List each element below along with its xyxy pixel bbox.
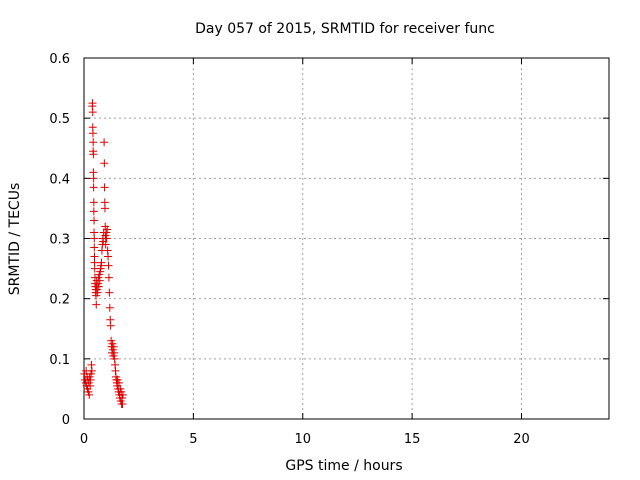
- y-tick-label: 0.2: [49, 293, 70, 308]
- data-point: [100, 138, 109, 147]
- x-axis-label: GPS time / hours: [285, 458, 402, 474]
- data-point: [105, 288, 114, 297]
- data-point: [115, 378, 123, 387]
- data-point: [89, 183, 98, 192]
- data-point: [89, 150, 98, 159]
- data-point: [89, 138, 98, 147]
- y-tick-label: 0.4: [49, 172, 70, 187]
- y-tick-label: 0.3: [49, 233, 70, 248]
- data-point: [92, 300, 101, 309]
- data-point: [89, 207, 98, 216]
- data-point: [104, 252, 113, 261]
- y-tick-label: 0.6: [49, 52, 70, 67]
- data-point: [93, 288, 102, 297]
- data-point: [104, 261, 113, 270]
- chart-title: Day 057 of 2015, SRMTID for receiver fun…: [195, 21, 495, 37]
- data-point: [88, 99, 97, 108]
- x-tick-label: 15: [404, 432, 421, 447]
- data-point: [90, 216, 99, 225]
- data-point: [118, 390, 127, 399]
- x-tick-label: 10: [294, 432, 311, 447]
- data-point: [105, 303, 114, 312]
- data-point: [94, 282, 103, 291]
- data-point: [88, 108, 97, 117]
- data-point: [103, 225, 112, 234]
- data-point: [106, 321, 115, 330]
- grid-lines: [84, 58, 609, 419]
- data-point: [90, 243, 99, 252]
- x-tick-label: 20: [513, 432, 530, 447]
- data-point: [90, 234, 99, 243]
- y-tick-label: 0.5: [49, 112, 70, 127]
- axis-ticks: 0 0.1 0.2 0.3 0.4 0.5 0.6 0 5 10 15 20: [49, 52, 609, 447]
- data-point: [87, 366, 96, 375]
- y-axis-label: SRMTID / TECUs: [7, 183, 23, 296]
- data-point: [100, 183, 109, 192]
- x-tick-label: 0: [80, 432, 88, 447]
- x-tick-label: 5: [189, 432, 197, 447]
- y-tick-label: 0.1: [49, 353, 70, 368]
- data-point: [102, 234, 111, 243]
- y-tick-label: 0: [62, 413, 70, 428]
- data-point: [89, 198, 98, 207]
- data-points: [80, 99, 127, 408]
- data-point: [101, 204, 109, 213]
- data-point: [118, 399, 127, 408]
- data-point: [89, 174, 98, 183]
- data-point: [100, 159, 109, 168]
- data-point: [85, 390, 94, 399]
- data-point: [95, 276, 104, 285]
- data-point: [88, 129, 97, 138]
- data-point: [97, 258, 106, 267]
- data-point: [104, 273, 113, 282]
